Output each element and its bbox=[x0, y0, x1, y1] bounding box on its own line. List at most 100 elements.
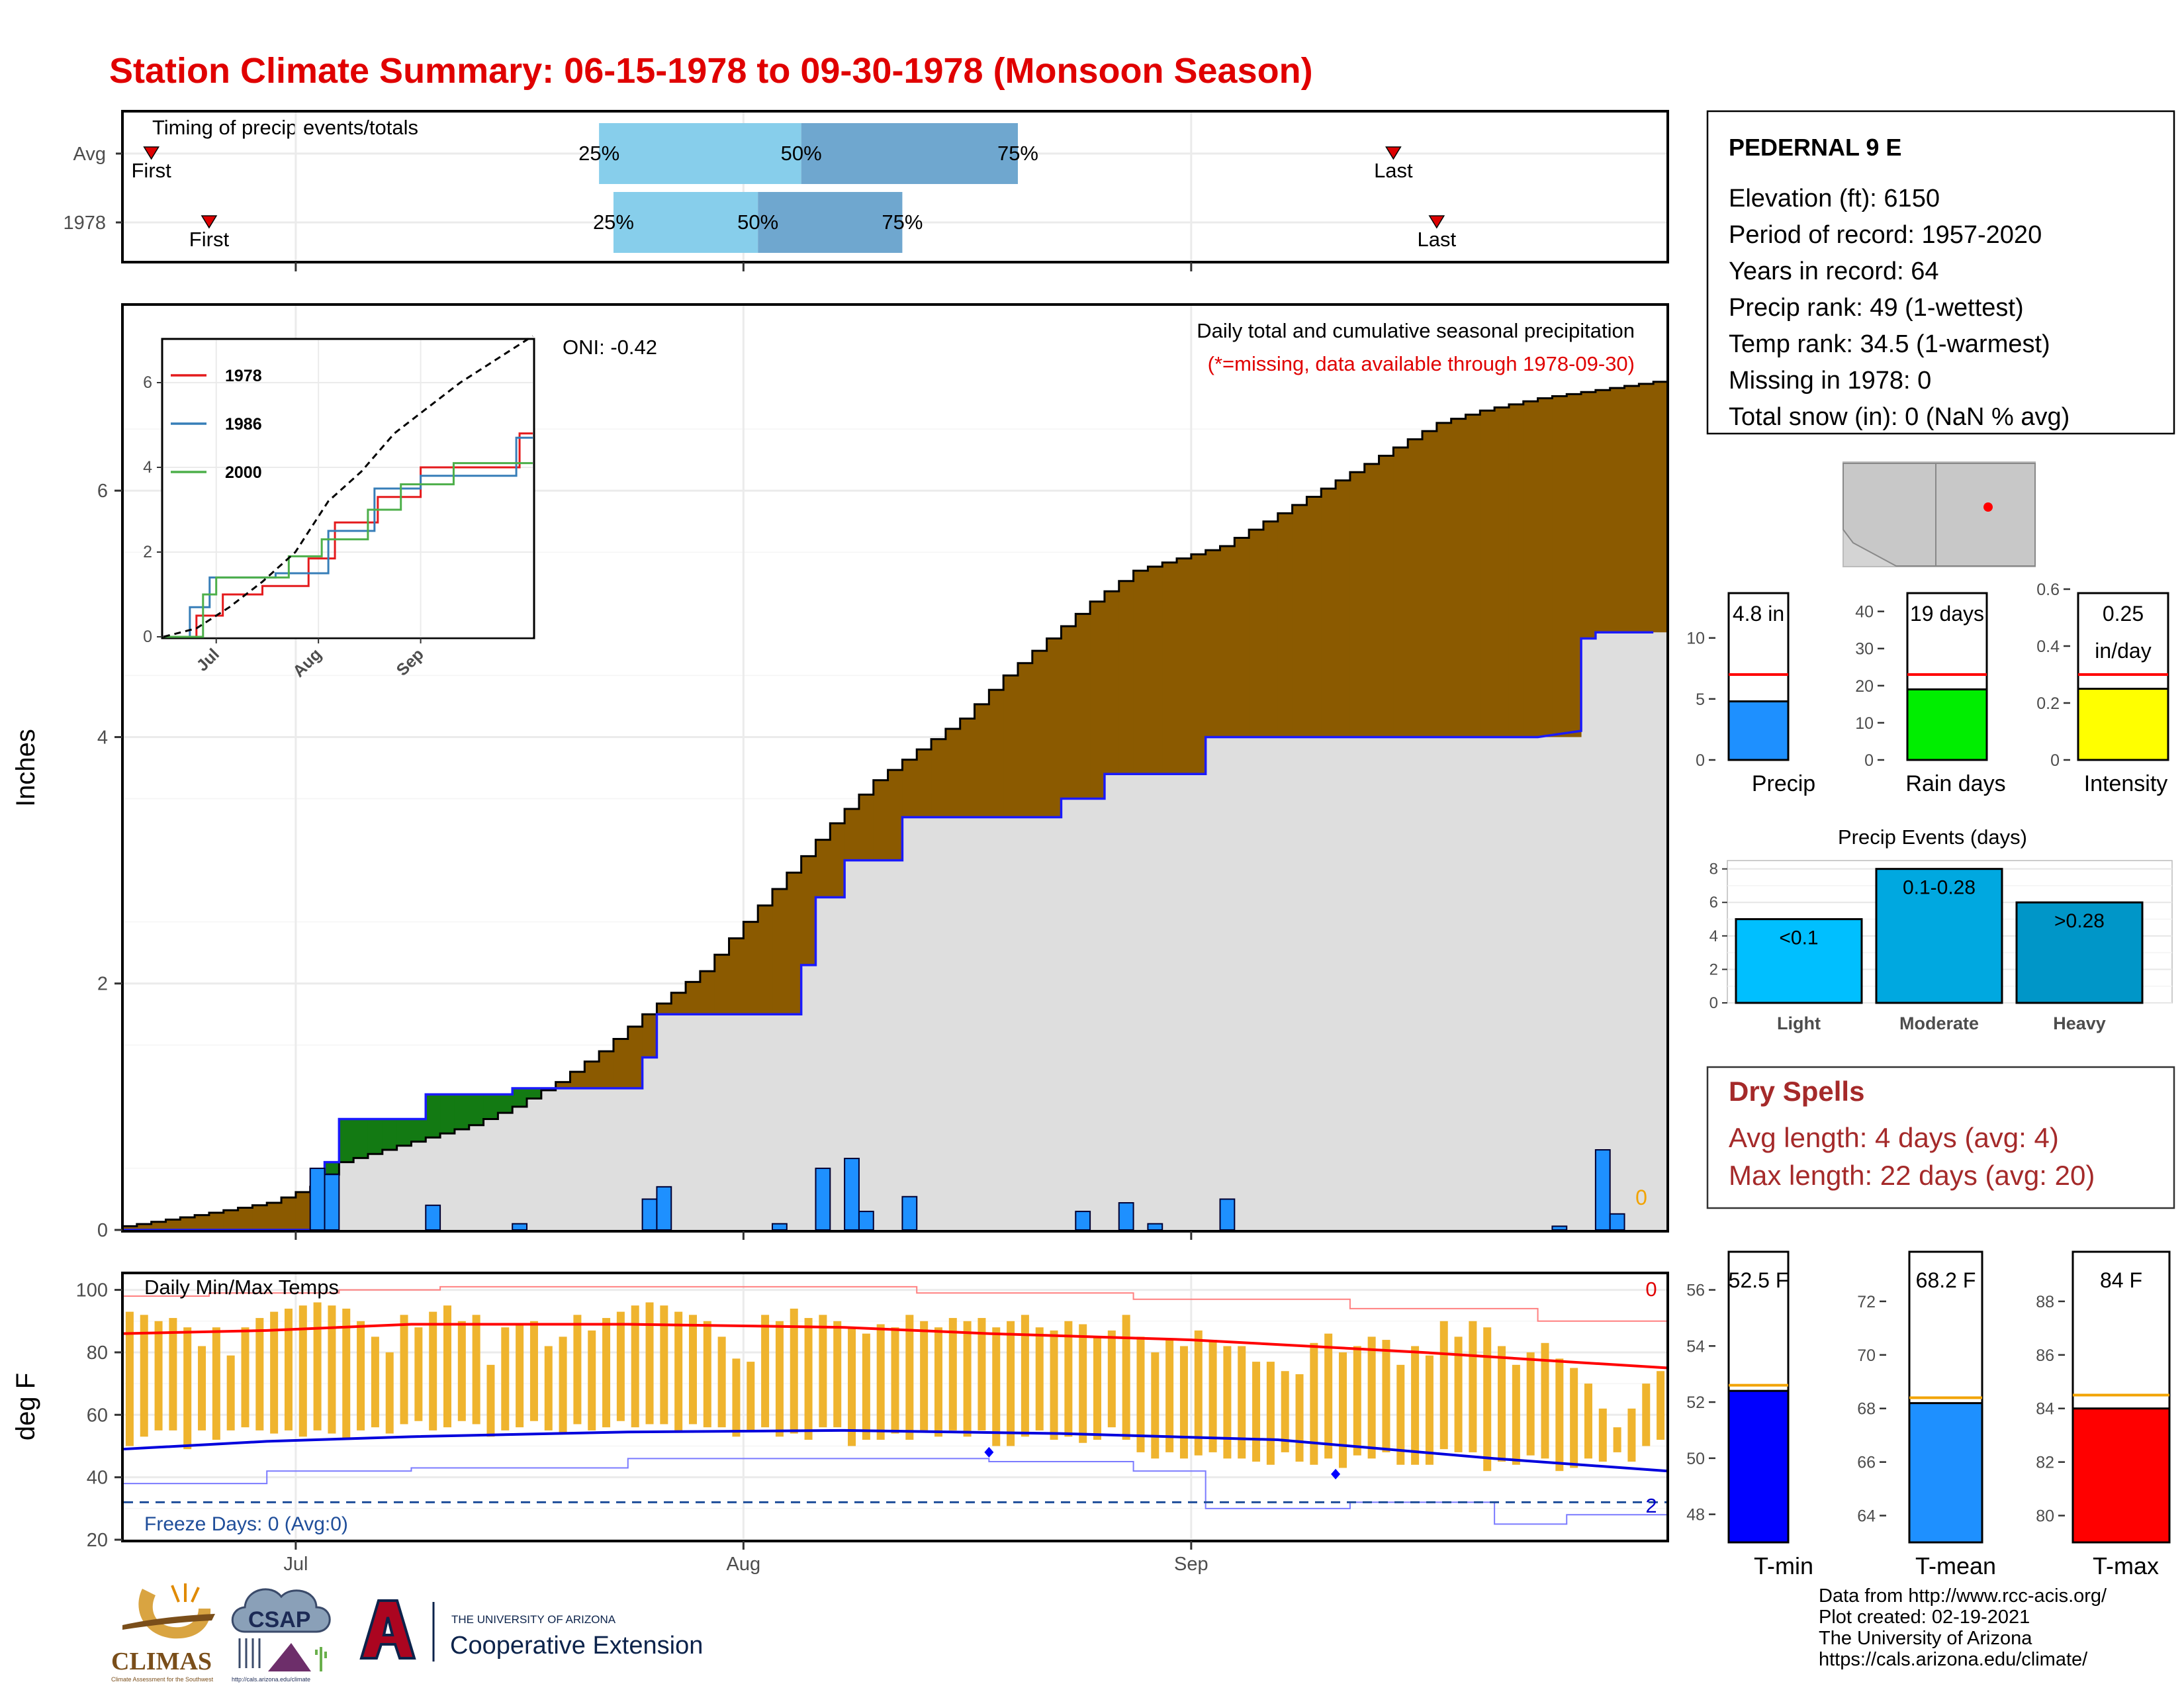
below-average-fill bbox=[599, 1051, 614, 1088]
summary-value-bar bbox=[1727, 1389, 1790, 1544]
daily-precip-bar bbox=[1609, 1213, 1625, 1231]
dry-spells-frame bbox=[1706, 1066, 2175, 1209]
inset-series-1986 bbox=[163, 436, 533, 638]
below-average-fill bbox=[1277, 513, 1293, 737]
daily-temp-bar bbox=[1165, 1340, 1174, 1452]
below-average-fill bbox=[989, 690, 1004, 818]
record-low-marker bbox=[1331, 1468, 1341, 1479]
daily-temp-bar bbox=[1007, 1321, 1015, 1446]
below-average-fill bbox=[1321, 489, 1336, 737]
csap-cloud-icon bbox=[231, 1588, 331, 1633]
summary-ytick-label: 64 bbox=[1857, 1507, 1876, 1526]
below-average-fill bbox=[1480, 410, 1495, 737]
timing-q50-label: 50% bbox=[737, 211, 778, 234]
below-average-fill bbox=[729, 938, 744, 1015]
daily-temp-bar bbox=[154, 1321, 163, 1430]
below-average-fill bbox=[671, 992, 686, 1015]
below-average-fill bbox=[887, 770, 903, 861]
dry-spells-title: Dry Spells bbox=[1729, 1076, 1864, 1107]
below-average-fill bbox=[642, 1014, 657, 1058]
timing-first-label: First bbox=[132, 159, 172, 182]
below-average-fill bbox=[1090, 601, 1105, 799]
daily-temp-bar bbox=[212, 1327, 220, 1440]
summary-ytick-label: 0.4 bbox=[2036, 637, 2060, 656]
summary-ytick-label: 86 bbox=[2036, 1346, 2054, 1365]
events-ytick-label: 0 bbox=[1709, 994, 1718, 1012]
daily-temp-bar bbox=[1295, 1374, 1304, 1462]
climas-wordmark: CLIMAS bbox=[111, 1648, 212, 1675]
timing-q25-label: 25% bbox=[578, 142, 619, 165]
below-average-fill bbox=[1393, 447, 1408, 737]
daily-temp-bar bbox=[414, 1327, 423, 1421]
timing-last-marker bbox=[1428, 215, 1445, 229]
below-average-fill bbox=[1465, 414, 1480, 737]
station-name: PEDERNAL 9 E bbox=[1729, 134, 1901, 161]
daily-temp-bar bbox=[631, 1305, 639, 1428]
daily-temp-bar bbox=[516, 1324, 524, 1428]
below-average-fill bbox=[1653, 381, 1668, 633]
summary-ytick-label: 48 bbox=[1686, 1506, 1705, 1524]
below-average-fill bbox=[1249, 530, 1264, 737]
dry-spells-max: Max length: 22 days (avg: 20) bbox=[1729, 1160, 2095, 1191]
summary-value-label: 4.8 in bbox=[1733, 602, 1784, 626]
below-average-fill bbox=[902, 759, 917, 818]
below-average-fill bbox=[613, 1039, 629, 1088]
below-average-fill bbox=[858, 794, 874, 861]
freeze-label: Freeze Days: 0 (Avg:0) bbox=[144, 1513, 348, 1535]
events-ytick-label: 4 bbox=[1709, 927, 1718, 945]
page-title: Station Climate Summary: 06-15-1978 to 0… bbox=[109, 51, 1313, 91]
daily-temp-bar bbox=[1483, 1327, 1492, 1472]
above-average-fill bbox=[498, 1094, 513, 1113]
daily-temp-bar bbox=[920, 1321, 929, 1430]
daily-precip-bar bbox=[772, 1223, 788, 1231]
daily-precip-bar bbox=[425, 1204, 441, 1231]
inset-series-1978 bbox=[163, 432, 533, 638]
below-average-fill bbox=[657, 1003, 672, 1015]
above-average-fill bbox=[367, 1119, 383, 1154]
below-average-fill bbox=[1523, 401, 1539, 737]
timing-bar-q25-q50 bbox=[599, 123, 801, 184]
daily-temp-bar bbox=[501, 1327, 510, 1430]
daily-precip-bar bbox=[1118, 1202, 1134, 1231]
daily-temp-bar bbox=[559, 1336, 567, 1434]
daily-temp-bar bbox=[1469, 1321, 1477, 1452]
csap-wordmark: CSAP bbox=[248, 1607, 310, 1632]
below-average-fill bbox=[743, 921, 758, 1015]
daily-temp-bar bbox=[1194, 1330, 1203, 1456]
below-average-fill bbox=[180, 1217, 195, 1230]
temp-ytick-label: 40 bbox=[87, 1468, 108, 1489]
below-average-fill bbox=[801, 856, 816, 965]
inset-series-2000 bbox=[163, 462, 533, 638]
summary-value-bar bbox=[2071, 1407, 2171, 1544]
summary-ytick-label: 54 bbox=[1686, 1337, 1705, 1356]
daily-temp-bar bbox=[1281, 1371, 1289, 1452]
above-average-fill bbox=[469, 1094, 484, 1125]
summary-ytick-label: 0.6 bbox=[2036, 581, 2060, 599]
station-years: Years in record: 64 bbox=[1729, 258, 1939, 285]
below-average-fill bbox=[686, 982, 701, 1015]
daily-temp-bar bbox=[1079, 1324, 1087, 1443]
below-average-fill bbox=[1364, 463, 1380, 737]
below-average-fill bbox=[1306, 496, 1322, 737]
summary-value-bar bbox=[2077, 688, 2169, 761]
below-average-fill bbox=[1552, 396, 1567, 737]
summary-value-bar bbox=[1908, 1402, 1983, 1544]
below-average-fill bbox=[1610, 388, 1625, 633]
timing-bar-q50-q75 bbox=[801, 123, 1018, 184]
avg-tmax-line bbox=[122, 1323, 1668, 1370]
inset-ytick-label: 2 bbox=[143, 543, 152, 561]
daily-precip-bar bbox=[1147, 1223, 1163, 1231]
footer-line: The University of Arizona bbox=[1819, 1628, 2032, 1649]
timing-panel: Timing of precip events/totals Avg 25% 50%… bbox=[63, 110, 1669, 271]
timing-bar-q50-q75 bbox=[758, 192, 903, 253]
timing-q25-label: 25% bbox=[593, 211, 634, 234]
inset-legend-label: 1978 bbox=[225, 367, 262, 385]
daily-temp-bar bbox=[1122, 1315, 1130, 1440]
below-average-fill bbox=[1104, 591, 1120, 774]
precip-panel-label: Precip bbox=[1752, 771, 1815, 796]
station-period: Period of record: 1957-2020 bbox=[1729, 221, 2042, 249]
oni-label: ONI: -0.42 bbox=[563, 336, 657, 359]
daily-temp-bar bbox=[226, 1355, 235, 1430]
temp-title: Daily Min/Max Temps bbox=[144, 1276, 339, 1299]
